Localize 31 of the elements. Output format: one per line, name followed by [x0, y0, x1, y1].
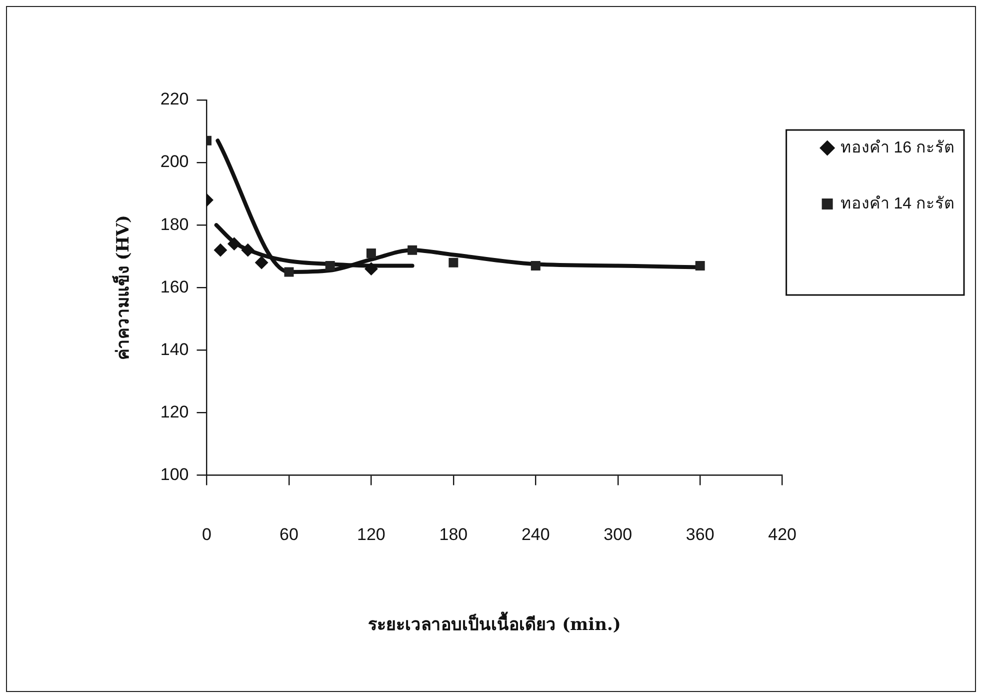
- y-tick-label: 100: [160, 464, 189, 484]
- point: [364, 262, 378, 276]
- x-tick-label: 360: [686, 525, 714, 544]
- point: [408, 245, 418, 255]
- y-tick-label: 180: [160, 214, 189, 234]
- x-tick-label: 240: [521, 525, 550, 544]
- point: [255, 256, 268, 270]
- legend-label: ทองคำ 14 กะรัต: [840, 195, 954, 212]
- point: [366, 248, 376, 258]
- point: [284, 267, 294, 277]
- y-tick-label: 220: [160, 90, 189, 109]
- y-tick-label: 200: [160, 152, 189, 172]
- x-tick-label: 120: [357, 525, 386, 544]
- y-tick-label: 120: [160, 402, 189, 422]
- point: [325, 260, 335, 270]
- x-tick-label: 60: [280, 525, 298, 544]
- y-tick-label: 160: [160, 277, 189, 296]
- x-tick-label: 0: [202, 525, 212, 544]
- y-axis-title: ค่าความแข็ง (HV): [110, 214, 134, 360]
- x-tick-label: 300: [604, 525, 632, 544]
- point: [530, 260, 540, 270]
- y-tick-label: 140: [160, 340, 189, 359]
- point: [228, 237, 241, 250]
- point: [448, 258, 458, 268]
- x-axis-title: ระยะเวลาอบเป็นเนื้อเดียว (min.): [368, 611, 621, 636]
- legend-label: ทองคำ 16 กะรัต: [840, 139, 954, 156]
- point: [241, 244, 254, 257]
- point: [695, 260, 705, 270]
- x-tick-label: 180: [439, 525, 468, 544]
- point: [214, 244, 227, 257]
- x-tick-label: 420: [768, 525, 796, 544]
